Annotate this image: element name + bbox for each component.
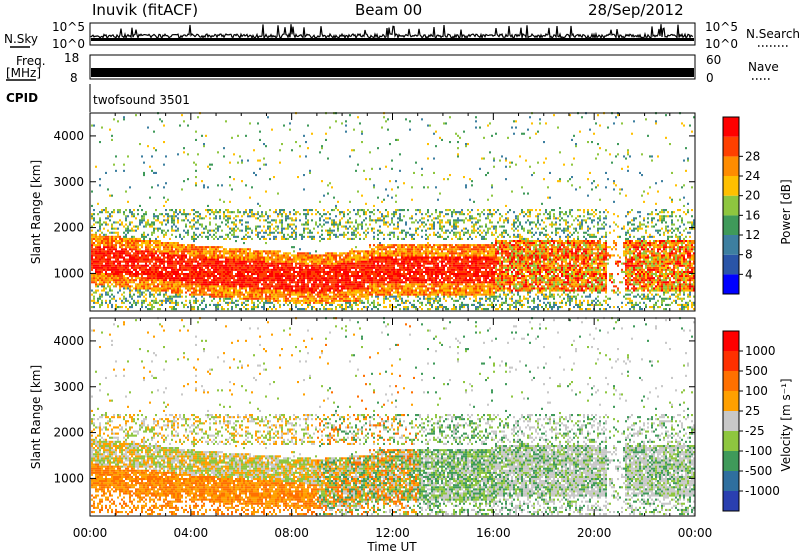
- colorbar-segment-power: [723, 215, 739, 235]
- cpid-value: twofsound 3501: [93, 93, 190, 107]
- beam-title: Beam 00: [355, 1, 422, 19]
- colorbar-segment-power: [723, 274, 739, 294]
- colorbar-segment-power: [723, 137, 739, 157]
- colorbar-segment-power: [723, 176, 739, 196]
- nsky-panel: N.Sky 10^5 10^0 10^5 10^0 N.Search: [4, 20, 800, 51]
- nsearch-tick-bottom: 10^0: [705, 37, 738, 51]
- power-colorbar-tick: 24: [745, 169, 760, 183]
- power-colorbar-tick: 12: [745, 228, 760, 242]
- colorbar-segment-power: [723, 235, 739, 255]
- colorbar-segment-velocity: [723, 411, 739, 431]
- power-heatmap: [91, 112, 695, 310]
- velocity-colorbar-tick: -500: [745, 464, 772, 478]
- colorbar-segment-power: [723, 117, 739, 137]
- ytick-label-power: 4000: [53, 129, 84, 143]
- nsearch-tick-top: 10^5: [705, 20, 738, 34]
- xtick-label: 16:00: [476, 526, 511, 540]
- velocity-colorbar-tick: -25: [745, 424, 765, 438]
- nsky-tick-top: 10^5: [52, 20, 85, 34]
- power-colorbar-tick: 8: [745, 248, 753, 262]
- xtick-label: 12:00: [375, 526, 410, 540]
- power-colorbar-tick: 28: [745, 149, 760, 163]
- nsearch-label: N.Search: [746, 27, 800, 41]
- colorbar-segment-power: [723, 156, 739, 176]
- ytick-label-velocity: 2000: [53, 426, 84, 440]
- power-colorbar: 4 8 12 16 20 24 28: [723, 117, 760, 294]
- colorbar-segment-velocity: [723, 371, 739, 391]
- nsky-tick-bottom: 10^0: [52, 37, 85, 51]
- power-colorbar-tick: 20: [745, 189, 760, 203]
- xtick-label: 20:00: [577, 526, 612, 540]
- nave-label: Nave: [748, 60, 779, 74]
- date-title: 28/Sep/2012: [588, 1, 684, 19]
- cpid-label: CPID: [6, 91, 38, 105]
- colorbar-segment-velocity: [723, 491, 739, 511]
- freq-panel: Freq. [MHz] 18 8 60 0 Nave: [6, 51, 779, 85]
- ytick-label-power: 3000: [53, 175, 84, 189]
- ytick-label-power: 1000: [53, 266, 84, 280]
- power-colorbar-tick: 4: [745, 267, 753, 281]
- radar-figure: Inuvik (fitACF) Beam 00 28/Sep/2012 N.Sk…: [0, 0, 800, 554]
- xtick-label: 04:00: [174, 526, 209, 540]
- colorbar-segment-velocity: [723, 431, 739, 451]
- nave-tick-top: 60: [706, 53, 721, 67]
- ytick-label-velocity: 1000: [53, 471, 84, 485]
- ytick-label-velocity: 3000: [53, 380, 84, 394]
- xtick-label: 00:00: [678, 526, 713, 540]
- velocity-colorbar-tick: 100: [745, 384, 768, 398]
- velocity-heatmap: [91, 317, 695, 515]
- velocity-colorbar-tick: 1000: [745, 344, 776, 358]
- xtick-label: 08:00: [274, 526, 309, 540]
- nsky-label: N.Sky: [4, 32, 38, 46]
- velocity-colorbar: 1000 500 100 25 -25 -100 -500 -1000: [723, 331, 780, 511]
- velocity-colorbar-tick: 500: [745, 364, 768, 378]
- colorbar-segment-velocity: [723, 471, 739, 491]
- time-axis-label: Time UT: [366, 540, 417, 554]
- freq-tick-bottom: 8: [70, 71, 78, 85]
- station-title: Inuvik (fitACF): [92, 1, 198, 19]
- velocity-colorbar-tick: -1000: [745, 484, 780, 498]
- power-colorbar-tick: 16: [745, 208, 760, 222]
- colorbar-segment-velocity: [723, 451, 739, 471]
- nave-tick-bottom: 0: [706, 71, 714, 85]
- freq-trace: [91, 68, 694, 77]
- power-panel: 1000 2000 3000 4000 Slant Range [km] 4 8 12 16…: [29, 112, 793, 311]
- velocity-colorbar-tick: 25: [745, 404, 760, 418]
- power-ylabel: Slant Range [km]: [29, 160, 43, 264]
- colorbar-segment-velocity: [723, 351, 739, 371]
- xtick-label: 00:00: [73, 526, 108, 540]
- colorbar-segment-power: [723, 255, 739, 275]
- velocity-ylabel: Slant Range [km]: [29, 365, 43, 469]
- velocity-colorbar-tick: -100: [745, 444, 772, 458]
- freq-tick-top: 18: [64, 51, 79, 65]
- freq-unit: [MHz]: [6, 66, 41, 80]
- velocity-panel: 1000 2000 3000 4000 Slant Range [km] 1000 50…: [29, 317, 793, 516]
- velocity-colorbar-label: Velocity [m s⁻¹]: [779, 378, 793, 471]
- power-colorbar-label: Power [dB]: [779, 179, 793, 244]
- colorbar-segment-velocity: [723, 391, 739, 411]
- ytick-label-power: 2000: [53, 221, 84, 235]
- nsky-trace: [91, 24, 694, 41]
- time-axis-labels: 00:00 04:00 08:00 12:00 16:00 20:00 00:00: [73, 526, 713, 540]
- colorbar-segment-power: [723, 196, 739, 216]
- ytick-label-velocity: 4000: [53, 334, 84, 348]
- colorbar-segment-velocity: [723, 331, 739, 351]
